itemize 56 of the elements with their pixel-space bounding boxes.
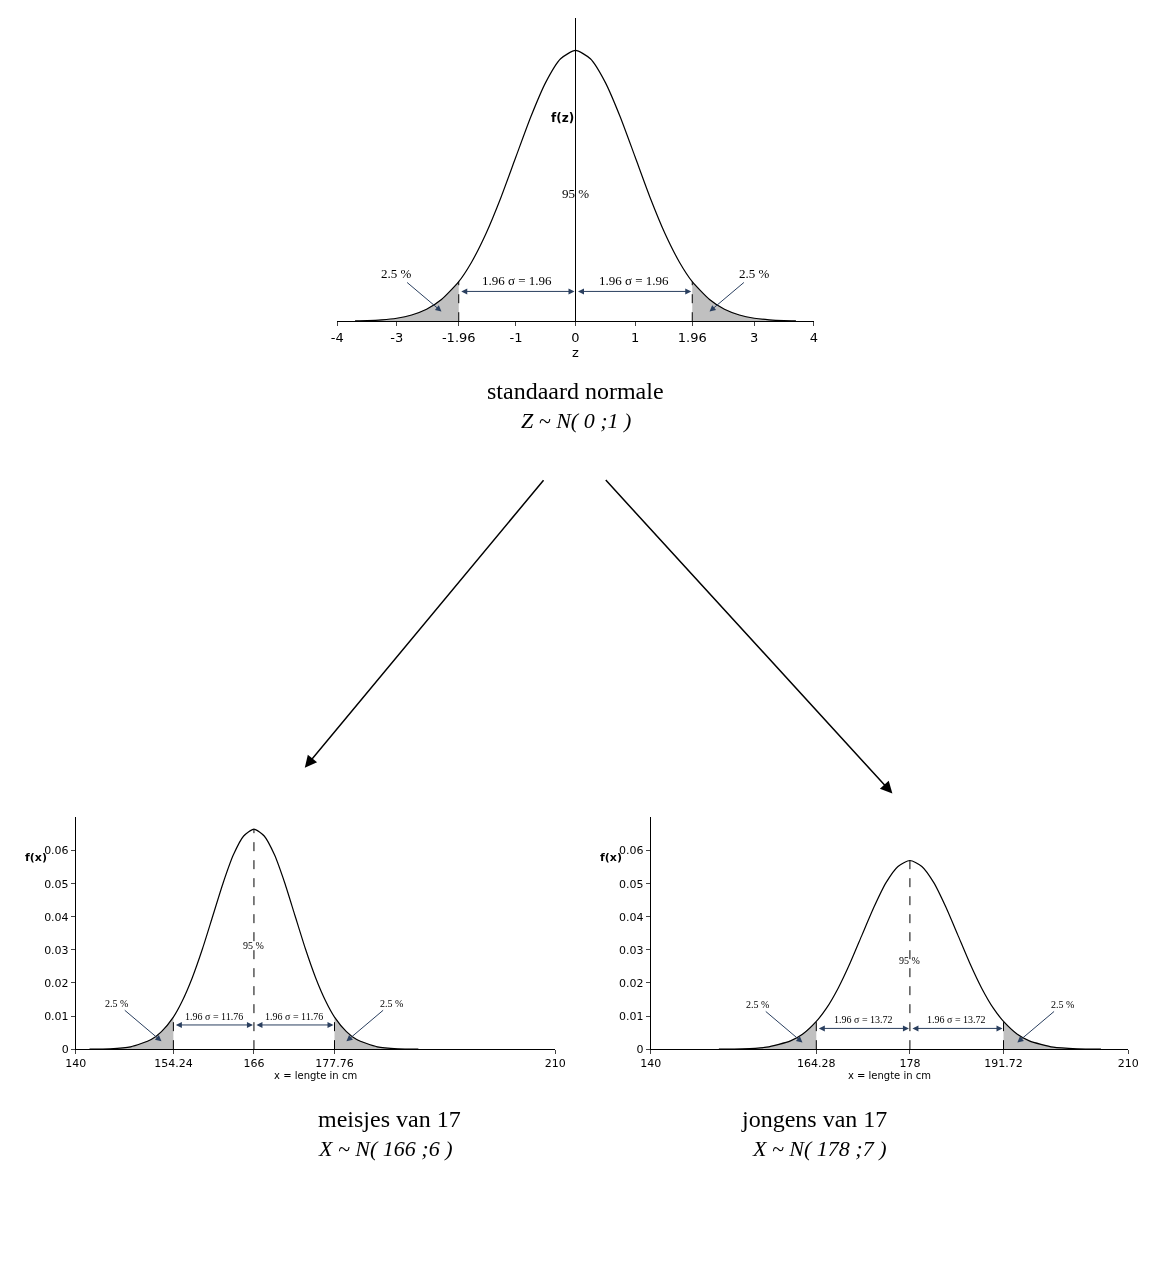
- annotation: 95 %: [899, 955, 920, 966]
- annotation: 1.96 σ = 11.76: [265, 1011, 324, 1022]
- x-tick-label: -3: [390, 329, 404, 345]
- annotation: 2.5 %: [380, 998, 404, 1009]
- text: jongens van 17: [741, 1106, 888, 1132]
- text: X ~ N( 166 ;6 ): [318, 1136, 453, 1161]
- y-tick-label: 0: [636, 1043, 644, 1057]
- text: Z ~ N( 0 ;1 ): [521, 408, 632, 433]
- text: meisjes van 17: [318, 1106, 461, 1132]
- y-tick-label: 0.04: [44, 910, 69, 924]
- y-axis-title: f(z): [551, 111, 575, 125]
- x-tick-label: 3: [750, 329, 759, 345]
- x-tick-label: 1.96: [677, 329, 707, 345]
- annotation: 1.96 σ = 1.96: [482, 273, 553, 288]
- x-tick-label: 210: [1117, 1057, 1139, 1071]
- text: X ~ N( 178 ;7 ): [752, 1136, 887, 1161]
- x-axis-title: z: [572, 344, 580, 360]
- y-tick-label: 0.01: [44, 1009, 69, 1023]
- x-axis-title: x = lengte in cm: [847, 1070, 931, 1082]
- y-tick-label: 0.05: [44, 877, 69, 891]
- annotation: 2.5 %: [381, 266, 412, 281]
- x-tick-label: 154.24: [154, 1057, 193, 1071]
- y-tick-label: 0.02: [44, 976, 69, 990]
- annotation: 1.96 σ = 1.96: [599, 273, 670, 288]
- annotation: 2.5 %: [746, 999, 770, 1010]
- x-tick-label: 191.72: [984, 1057, 1023, 1071]
- annotation: 1.96 σ = 11.76: [185, 1011, 244, 1022]
- y-tick-label: 0.03: [618, 943, 644, 957]
- x-tick-label: 4: [809, 329, 818, 345]
- text: standaard normale: [487, 378, 664, 404]
- x-tick-label: -4: [330, 329, 344, 345]
- x-axis-title: x = lengte in cm: [274, 1070, 358, 1082]
- annotation: 95 %: [562, 186, 590, 201]
- annotation: 2.5 %: [739, 266, 770, 281]
- y-tick-label: 0.02: [618, 976, 644, 990]
- x-tick-label: 164.28: [797, 1057, 836, 1071]
- x-tick-label: 178: [899, 1057, 921, 1071]
- annotation: 95 %: [243, 940, 264, 951]
- x-tick-label: -1: [509, 329, 523, 345]
- x-tick-label: 140: [640, 1057, 662, 1071]
- y-tick-label: 0.03: [44, 943, 69, 957]
- x-tick-label: 1: [630, 329, 640, 345]
- annotation: 2.5 %: [1051, 999, 1075, 1010]
- x-tick-label: 140: [65, 1057, 87, 1071]
- x-tick-label: 210: [544, 1057, 566, 1071]
- y-tick-label: 0.04: [618, 910, 644, 924]
- y-tick-label: 0.05: [618, 877, 644, 891]
- x-tick-label: 0: [571, 329, 580, 345]
- x-tick-label: -1.96: [441, 329, 476, 345]
- y-tick-label: 0.01: [618, 1009, 644, 1023]
- x-tick-label: 177.76: [315, 1057, 354, 1071]
- y-tick-label: 0: [61, 1043, 69, 1057]
- annotation: 1.96 σ = 13.72: [834, 1014, 893, 1025]
- x-tick-label: 166: [243, 1057, 265, 1071]
- annotation: 1.96 σ = 13.72: [927, 1014, 986, 1025]
- annotation: 2.5 %: [105, 998, 129, 1009]
